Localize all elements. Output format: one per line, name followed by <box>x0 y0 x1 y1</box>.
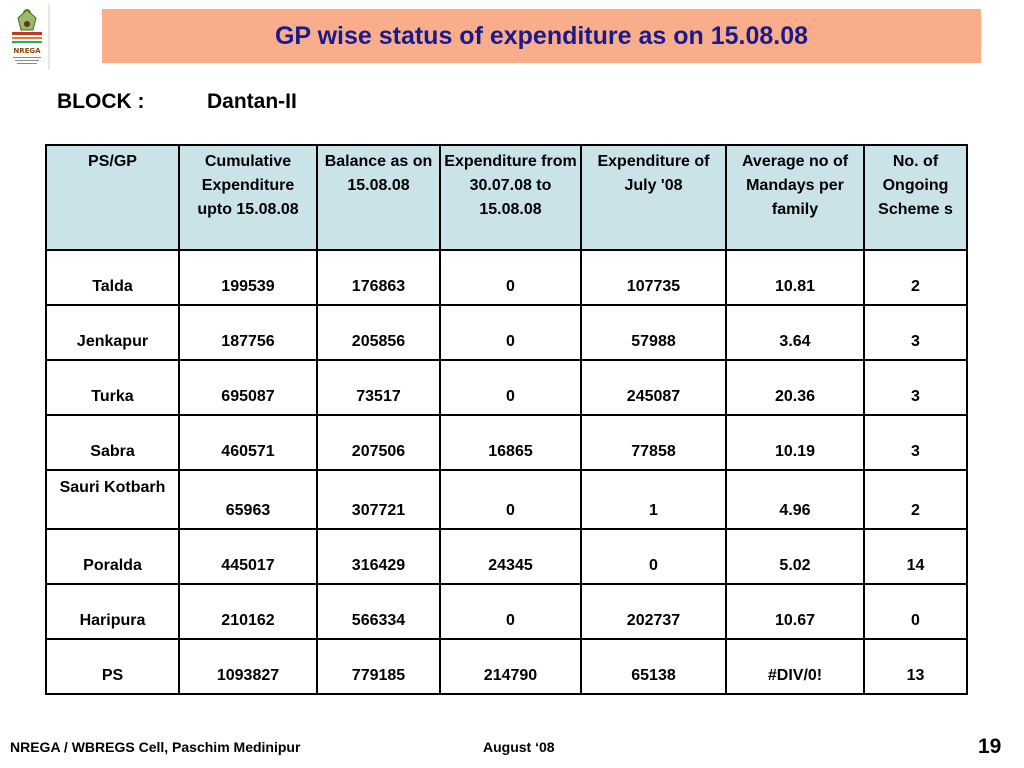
table-cell: 0 <box>439 583 582 640</box>
table-cell: 695087 <box>178 359 318 416</box>
table-cell: 3 <box>863 414 968 471</box>
table-cell: 210162 <box>178 583 318 640</box>
column-header-average-mandays: Average no of Mandays per family <box>725 144 865 251</box>
table-cell: 13 <box>863 638 968 695</box>
logo-text: NREGA <box>13 47 41 55</box>
table-cell: 10.81 <box>725 249 865 306</box>
table-cell: 2 <box>863 249 968 306</box>
table-cell: 0 <box>439 304 582 361</box>
table-cell: 10.67 <box>725 583 865 640</box>
table-row: Sabra 460571 207506 16865 77858 10.19 3 <box>45 414 968 471</box>
table-cell: Jenkapur <box>45 304 180 361</box>
column-header-expenditure-july: Expenditure of July '08 <box>580 144 727 251</box>
table-cell: 245087 <box>580 359 727 416</box>
table-cell: 10.19 <box>725 414 865 471</box>
table-cell: 307721 <box>316 469 441 530</box>
table-cell: 2 <box>863 469 968 530</box>
column-header-ps-gp: PS/GP <box>45 144 180 251</box>
table-cell: Haripura <box>45 583 180 640</box>
table-cell: 14 <box>863 528 968 585</box>
table-cell: 65963 <box>178 469 318 530</box>
table-cell: 202737 <box>580 583 727 640</box>
table-cell: 73517 <box>316 359 441 416</box>
table-cell: 3.64 <box>725 304 865 361</box>
table-cell: 0 <box>439 469 582 530</box>
table-cell: 199539 <box>178 249 318 306</box>
table-cell: 0 <box>439 359 582 416</box>
table-cell: 0 <box>439 249 582 306</box>
table-cell: Sauri Kotbarh <box>45 469 180 530</box>
footer-date: August ‘08 <box>483 739 555 755</box>
table-cell: 77858 <box>580 414 727 471</box>
table-cell: 1 <box>580 469 727 530</box>
table-cell: 3 <box>863 359 968 416</box>
table-cell: 107735 <box>580 249 727 306</box>
table-cell: Turka <box>45 359 180 416</box>
table-cell: 1093827 <box>178 638 318 695</box>
column-header-ongoing-schemes: No. of Ongoing Scheme s <box>863 144 968 251</box>
table-cell: Talda <box>45 249 180 306</box>
table-cell: Sabra <box>45 414 180 471</box>
block-label: BLOCK : <box>57 90 145 113</box>
table-cell: 316429 <box>316 528 441 585</box>
table-row: Turka 695087 73517 0 245087 20.36 3 <box>45 359 968 416</box>
page-number: 19 <box>978 735 1002 758</box>
table-row: Jenkapur 187756 205856 0 57988 3.64 3 <box>45 304 968 361</box>
table-cell: #DIV/0! <box>725 638 865 695</box>
table-row: Haripura 210162 566334 0 202737 10.67 0 <box>45 583 968 640</box>
table-cell: 566334 <box>316 583 441 640</box>
table-cell: PS <box>45 638 180 695</box>
table-cell: 176863 <box>316 249 441 306</box>
table-cell: 57988 <box>580 304 727 361</box>
title-bar: GP wise status of expenditure as on 15.0… <box>102 9 981 63</box>
table-cell: 65138 <box>580 638 727 695</box>
column-header-cumulative-expenditure: Cumulative Expenditure upto 15.08.08 <box>178 144 318 251</box>
column-header-expenditure-period: Expenditure from 30.07.08 to 15.08.08 <box>439 144 582 251</box>
page-title: GP wise status of expenditure as on 15.0… <box>274 21 809 50</box>
table-cell: 214790 <box>439 638 582 695</box>
nrega-logo: NREGA <box>4 4 50 70</box>
expenditure-table: PS/GP Cumulative Expenditure upto 15.08.… <box>45 144 968 695</box>
table-cell: 187756 <box>178 304 318 361</box>
table-cell: 445017 <box>178 528 318 585</box>
table-cell: 3 <box>863 304 968 361</box>
table-header-row: PS/GP Cumulative Expenditure upto 15.08.… <box>45 144 968 251</box>
block-value: Dantan-II <box>207 90 297 113</box>
logo-divider <box>48 4 50 70</box>
table-cell: 460571 <box>178 414 318 471</box>
table-cell: 205856 <box>316 304 441 361</box>
table-cell: 24345 <box>439 528 582 585</box>
table-cell: 16865 <box>439 414 582 471</box>
table-cell: 4.96 <box>725 469 865 530</box>
block-line: BLOCK : Dantan-II <box>57 90 297 114</box>
table-row: Sauri Kotbarh 65963 307721 0 1 4.96 2 <box>45 469 968 530</box>
table-cell: 0 <box>863 583 968 640</box>
table-cell: 207506 <box>316 414 441 471</box>
table-row: PS 1093827 779185 214790 65138 #DIV/0! 1… <box>45 638 968 695</box>
footer-organization: NREGA / WBREGS Cell, Paschim Medinipur <box>10 739 301 755</box>
table-cell: 0 <box>580 528 727 585</box>
table-cell: 779185 <box>316 638 441 695</box>
table-cell: 5.02 <box>725 528 865 585</box>
table-row: Talda 199539 176863 0 107735 10.81 2 <box>45 249 968 306</box>
table-row: Poralda 445017 316429 24345 0 5.02 14 <box>45 528 968 585</box>
column-header-balance: Balance as on 15.08.08 <box>316 144 441 251</box>
table-cell: 20.36 <box>725 359 865 416</box>
table-cell: Poralda <box>45 528 180 585</box>
